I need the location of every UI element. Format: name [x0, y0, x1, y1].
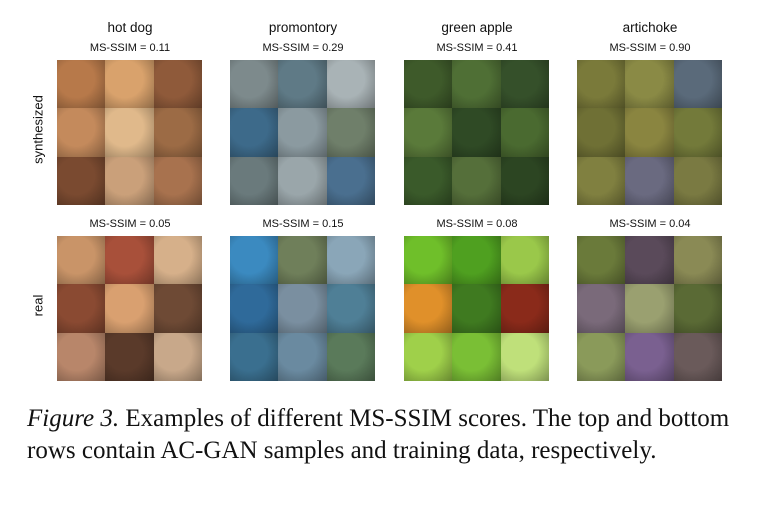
column-title-hot-dog: hot dog [107, 20, 153, 35]
image-tile [153, 236, 202, 285]
column-title-promontory: promontory [268, 20, 338, 35]
image-tile [57, 284, 106, 333]
image-tile [577, 60, 626, 109]
image-tile [230, 108, 279, 157]
image-tile [404, 108, 453, 157]
image-tile [625, 60, 674, 109]
score-real-promontory: MS-SSIM = 0.15 [262, 218, 344, 230]
image-tile [230, 332, 279, 381]
image-tile [500, 332, 549, 381]
score-synth-artichoke: MS-SSIM = 0.90 [609, 42, 691, 54]
image-tile [326, 60, 375, 109]
image-tile [230, 284, 279, 333]
image-tile [577, 156, 626, 205]
image-tile [57, 332, 106, 381]
image-tile [404, 284, 453, 333]
image-tile [105, 332, 154, 381]
image-tile [153, 332, 202, 381]
row-label-synthesized: synthesized [30, 95, 46, 164]
image-tile [404, 60, 453, 109]
image-tile [452, 156, 501, 205]
image-tile [452, 236, 501, 285]
image-tile [673, 108, 722, 157]
image-tile [153, 60, 202, 109]
image-tile [105, 108, 154, 157]
image-tile [404, 236, 453, 285]
image-tile [625, 284, 674, 333]
image-tile [230, 236, 279, 285]
image-tile [153, 156, 202, 205]
real-grid-promontory [230, 236, 375, 381]
image-tile [153, 108, 202, 157]
image-tile [57, 156, 106, 205]
image-tile [625, 332, 674, 381]
image-tile [105, 156, 154, 205]
image-tile [326, 156, 375, 205]
image-tile [625, 236, 674, 285]
image-tile [625, 108, 674, 157]
score-synth-hot-dog: MS-SSIM = 0.11 [89, 42, 171, 54]
real-grid-artichoke [577, 236, 722, 381]
synth-grid-hot-dog [57, 60, 202, 205]
image-tile [57, 60, 106, 109]
image-tile [577, 108, 626, 157]
image-tile [278, 60, 327, 109]
image-tile [105, 284, 154, 333]
image-tile [57, 236, 106, 285]
image-tile [278, 156, 327, 205]
image-tile [673, 156, 722, 205]
real-grid-green-apple [404, 236, 549, 381]
image-tile [500, 284, 549, 333]
image-tile [326, 284, 375, 333]
image-tile [577, 236, 626, 285]
image-tile [673, 236, 722, 285]
image-tile [153, 284, 202, 333]
score-synth-promontory: MS-SSIM = 0.29 [262, 42, 344, 54]
image-tile [105, 236, 154, 285]
image-tile [452, 332, 501, 381]
image-tile [404, 332, 453, 381]
image-tile [326, 108, 375, 157]
image-tile [673, 284, 722, 333]
image-tile [500, 60, 549, 109]
row-label-real: real [30, 294, 46, 317]
score-synth-green-apple: MS-SSIM = 0.41 [436, 42, 518, 54]
figure-caption: Figure 3. Examples of different MS-SSIM … [27, 403, 747, 467]
image-tile [452, 284, 501, 333]
caption-text: Examples of different MS-SSIM scores. Th… [27, 405, 730, 464]
figure-label: Figure 3. [27, 405, 120, 432]
image-tile [57, 108, 106, 157]
synth-grid-artichoke [577, 60, 722, 205]
score-real-artichoke: MS-SSIM = 0.04 [609, 218, 691, 230]
score-real-hot-dog: MS-SSIM = 0.05 [89, 218, 171, 230]
synth-grid-green-apple [404, 60, 549, 205]
image-tile [326, 332, 375, 381]
image-tile [404, 156, 453, 205]
image-tile [500, 236, 549, 285]
image-tile [673, 332, 722, 381]
image-tile [278, 108, 327, 157]
image-tile [326, 236, 375, 285]
image-tile [452, 108, 501, 157]
image-tile [500, 108, 549, 157]
image-tile [577, 332, 626, 381]
image-tile [625, 156, 674, 205]
image-tile [278, 332, 327, 381]
image-tile [230, 60, 279, 109]
real-grid-hot-dog [57, 236, 202, 381]
image-tile [673, 60, 722, 109]
image-tile [105, 60, 154, 109]
score-real-green-apple: MS-SSIM = 0.08 [436, 218, 518, 230]
image-tile [230, 156, 279, 205]
column-title-green-apple: green apple [441, 20, 513, 35]
synth-grid-promontory [230, 60, 375, 205]
image-tile [500, 156, 549, 205]
image-tile [452, 60, 501, 109]
column-title-artichoke: artichoke [622, 20, 678, 35]
image-tile [278, 236, 327, 285]
image-tile [577, 284, 626, 333]
image-tile [278, 284, 327, 333]
